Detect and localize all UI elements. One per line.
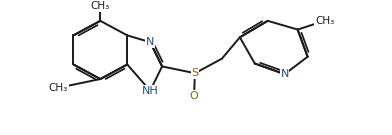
Text: CH₃: CH₃ [49,83,68,93]
Text: CH₃: CH₃ [315,16,334,26]
Text: N: N [281,69,289,79]
Text: O: O [190,90,198,101]
Text: CH₃: CH₃ [91,1,110,11]
Text: N: N [146,37,154,47]
Text: NH: NH [142,86,158,96]
Text: S: S [191,68,199,78]
